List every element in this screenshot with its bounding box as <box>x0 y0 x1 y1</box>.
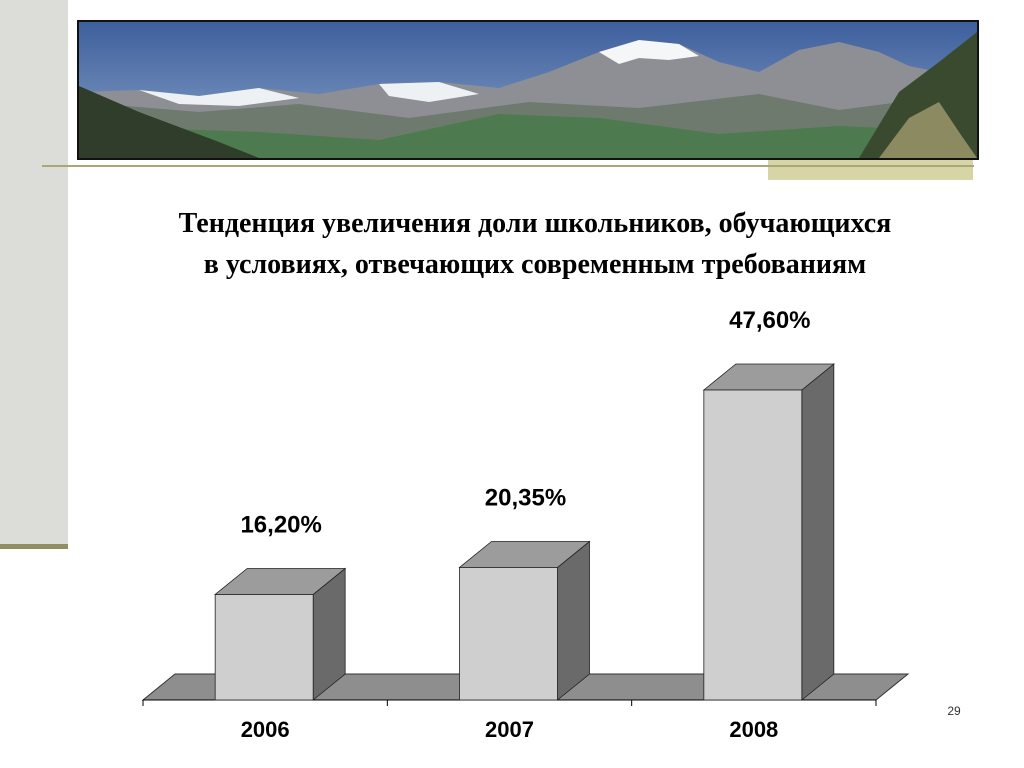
bar-side-2008 <box>801 363 835 701</box>
data-label-2008: 47,60% <box>729 307 810 334</box>
page-number: 29 <box>947 704 961 718</box>
mountain-banner-image <box>77 20 979 160</box>
slide-title-line-2: в условиях, отвечающих современным требо… <box>203 249 867 280</box>
slide-title: Тенденция увеличения доли школьников, об… <box>70 203 1000 285</box>
x-tick-label-2008: 2008 <box>729 717 778 742</box>
data-label-2007: 20,35% <box>485 484 566 511</box>
bar-2007 <box>459 567 558 701</box>
left-decor-strip <box>0 0 68 545</box>
header-divider <box>42 165 974 167</box>
bar-2006 <box>214 594 314 701</box>
x-tick-label-2007: 2007 <box>485 717 534 742</box>
left-decor-rule <box>0 544 68 549</box>
bar-side-2007 <box>557 540 590 701</box>
slide-title-line-1: Тенденция увеличения доли школьников, об… <box>178 208 892 239</box>
data-label-2006: 16,20% <box>240 511 321 538</box>
x-tick-label-2006: 2006 <box>241 717 290 742</box>
bar-2008 <box>703 389 803 701</box>
